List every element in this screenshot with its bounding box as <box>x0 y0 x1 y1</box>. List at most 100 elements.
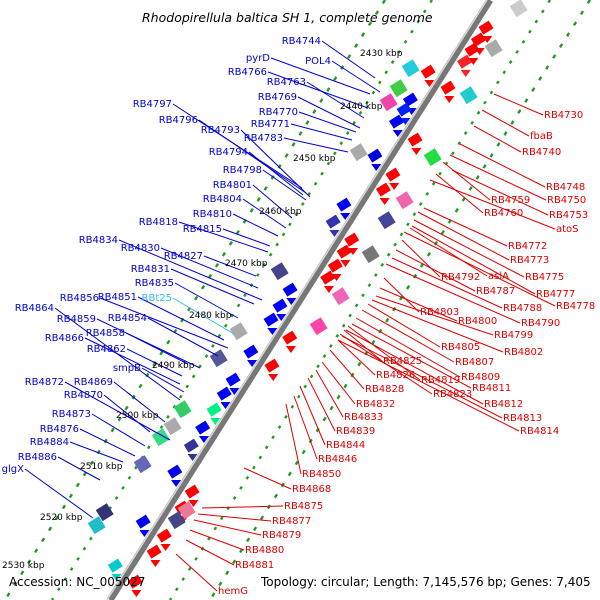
gene-label-rb4827[interactable]: RB4827 <box>164 251 203 262</box>
gene-label-rb4866[interactable]: RB4866 <box>45 333 84 344</box>
gene-label-fbab[interactable]: fbaB <box>530 131 553 142</box>
gene-label-rb4875[interactable]: RB4875 <box>284 501 323 512</box>
gene-label-rb4870[interactable]: RB4870 <box>64 390 103 401</box>
gene-label-rb4844[interactable]: RB4844 <box>326 440 365 451</box>
gene-label-rb4872[interactable]: RB4872 <box>25 377 64 388</box>
leader-line-rb4826 <box>337 339 376 376</box>
gene-label-rb4884[interactable]: RB4884 <box>30 437 69 448</box>
gene-label-rb4801[interactable]: RB4801 <box>213 180 252 191</box>
gene-label-rb4805[interactable]: RB4805 <box>441 342 480 353</box>
gene-label-rb4868[interactable]: RB4868 <box>292 484 331 495</box>
gene-label-rb4771[interactable]: RB4771 <box>251 119 290 130</box>
gene-label-glgx[interactable]: glgX <box>2 464 24 475</box>
gene-label-rb4796[interactable]: RB4796 <box>159 115 198 126</box>
gene-label-rb4846[interactable]: RB4846 <box>318 454 357 465</box>
gene-label-asla[interactable]: aslA <box>488 271 509 282</box>
gene-label-hemg[interactable]: hemG <box>218 586 248 597</box>
gene-label-rb4876[interactable]: RB4876 <box>40 424 79 435</box>
gene-label-rb4858[interactable]: RB4858 <box>86 328 125 339</box>
gene-label-rb4830[interactable]: RB4830 <box>121 243 160 254</box>
gene-label-rb4766[interactable]: RB4766 <box>228 67 267 78</box>
tick-dot-track-1 <box>3 0 387 600</box>
gene-label-rb4832[interactable]: RB4832 <box>356 399 395 410</box>
gene-label-rb4802[interactable]: RB4802 <box>504 347 543 358</box>
gene-label-rb4819[interactable]: RB4819 <box>421 375 460 386</box>
gene-label-rb4826[interactable]: RB4826 <box>376 370 415 381</box>
gene-box <box>423 148 442 167</box>
gene-label-rb4793[interactable]: RB4793 <box>201 125 240 136</box>
gene-label-rb4851[interactable]: RB4851 <box>98 292 137 303</box>
leader-line-rb4802 <box>371 299 504 353</box>
gene-label-smpb[interactable]: smpB <box>113 363 141 374</box>
leader-line-rb4801 <box>252 184 293 219</box>
gene-label-rb4744[interactable]: RB4744 <box>282 36 321 47</box>
gene-label-rb4854[interactable]: RB4854 <box>108 313 147 324</box>
gene-label-rb4748[interactable]: RB4748 <box>546 182 585 193</box>
gene-label-rb4815[interactable]: RB4815 <box>183 224 222 235</box>
gene-label-rb4859[interactable]: RB4859 <box>57 314 96 325</box>
gene-label-rb4753[interactable]: RB4753 <box>549 210 588 221</box>
gene-label-rb4833[interactable]: RB4833 <box>344 412 383 423</box>
gene-label-rb4799[interactable]: RB4799 <box>494 330 533 341</box>
gene-label-rb4814[interactable]: RB4814 <box>520 426 559 437</box>
gene-label-rb4807[interactable]: RB4807 <box>455 357 494 368</box>
gene-label-rb4869[interactable]: RB4869 <box>74 377 113 388</box>
gene-label-rb4880[interactable]: RB4880 <box>245 545 284 556</box>
gene-label-rb4879[interactable]: RB4879 <box>262 530 301 541</box>
gene-label-rb4823[interactable]: RB4823 <box>433 389 472 400</box>
gene-label-rb4787[interactable]: RB4787 <box>476 286 515 297</box>
gene-label-atos[interactable]: atoS <box>556 224 579 235</box>
gene-label-rb4809[interactable]: RB4809 <box>461 372 500 383</box>
gene-label-rb4856[interactable]: RB4856 <box>60 293 99 304</box>
gene-label-rb4828[interactable]: RB4828 <box>365 384 404 395</box>
gene-label-rb4873[interactable]: RB4873 <box>52 409 91 420</box>
gene-label-rb4797[interactable]: RB4797 <box>133 99 172 110</box>
gene-label-rb4811[interactable]: RB4811 <box>472 383 511 394</box>
gene-label-rb4730[interactable]: RB4730 <box>544 110 583 121</box>
gene-label-rb4783[interactable]: RB4783 <box>244 133 283 144</box>
gene-label-rb4881[interactable]: RB4881 <box>235 560 274 571</box>
gene-label-rb4792[interactable]: RB4792 <box>441 272 480 283</box>
gene-label-rb4770[interactable]: RB4770 <box>259 107 298 118</box>
gene-label-rb4775[interactable]: RB4775 <box>525 272 564 283</box>
gene-label-rb4862[interactable]: RB4862 <box>87 344 126 355</box>
leader-line-rb4856 <box>99 297 229 349</box>
gene-feature <box>195 420 211 435</box>
gene-label-rb4835[interactable]: RB4835 <box>135 278 174 289</box>
gene-label-rb4839[interactable]: RB4839 <box>336 426 375 437</box>
gene-label-rb4760[interactable]: RB4760 <box>484 208 523 219</box>
gene-label-rb4778[interactable]: RB4778 <box>556 301 595 312</box>
gene-label-rb4850[interactable]: RB4850 <box>302 469 341 480</box>
gene-label-rb4740[interactable]: RB4740 <box>522 147 561 158</box>
gene-label-rb4763[interactable]: RB4763 <box>267 77 306 88</box>
gene-label-rb4750[interactable]: RB4750 <box>547 195 586 206</box>
gene-box <box>163 417 182 436</box>
gene-label-rb4813[interactable]: RB4813 <box>503 413 542 424</box>
gene-label-rb4794[interactable]: RB4794 <box>209 147 248 158</box>
gene-label-rb4864[interactable]: RB4864 <box>15 303 54 314</box>
gene-label-rb4834[interactable]: RB4834 <box>79 235 118 246</box>
gene-label-pyrd[interactable]: pyrD <box>246 53 270 64</box>
gene-label-rb4825[interactable]: RB4825 <box>383 356 422 367</box>
gene-label-rb4803[interactable]: RB4803 <box>420 307 459 318</box>
gene-label-pol4[interactable]: POL4 <box>305 56 331 67</box>
gene-label-rb4877[interactable]: RB4877 <box>272 516 311 527</box>
gene-label-rb4788[interactable]: RB4788 <box>503 303 542 314</box>
gene-label-rb4800[interactable]: RB4800 <box>458 316 497 327</box>
gene-label-rbt25[interactable]: RBt25 <box>142 293 172 304</box>
gene-label-rb4804[interactable]: RB4804 <box>203 194 242 205</box>
gene-label-rb4769[interactable]: RB4769 <box>258 92 297 103</box>
gene-label-rb4831[interactable]: RB4831 <box>131 264 170 275</box>
gene-label-rb4798[interactable]: RB4798 <box>223 165 262 176</box>
gene-label-rb4790[interactable]: RB4790 <box>521 318 560 329</box>
gene-feature <box>160 544 171 551</box>
gene-label-rb4777[interactable]: RB4777 <box>536 289 575 300</box>
gene-label-rb4812[interactable]: RB4812 <box>484 399 523 410</box>
accession-label: Accession: NC_005027 <box>9 575 145 589</box>
gene-label-rb4818[interactable]: RB4818 <box>139 217 178 228</box>
gene-label-rb4759[interactable]: RB4759 <box>491 195 530 206</box>
gene-label-rb4773[interactable]: RB4773 <box>510 255 549 266</box>
gene-label-rb4810[interactable]: RB4810 <box>193 209 232 220</box>
gene-label-rb4886[interactable]: RB4886 <box>18 452 57 463</box>
gene-label-rb4772[interactable]: RB4772 <box>508 241 547 252</box>
